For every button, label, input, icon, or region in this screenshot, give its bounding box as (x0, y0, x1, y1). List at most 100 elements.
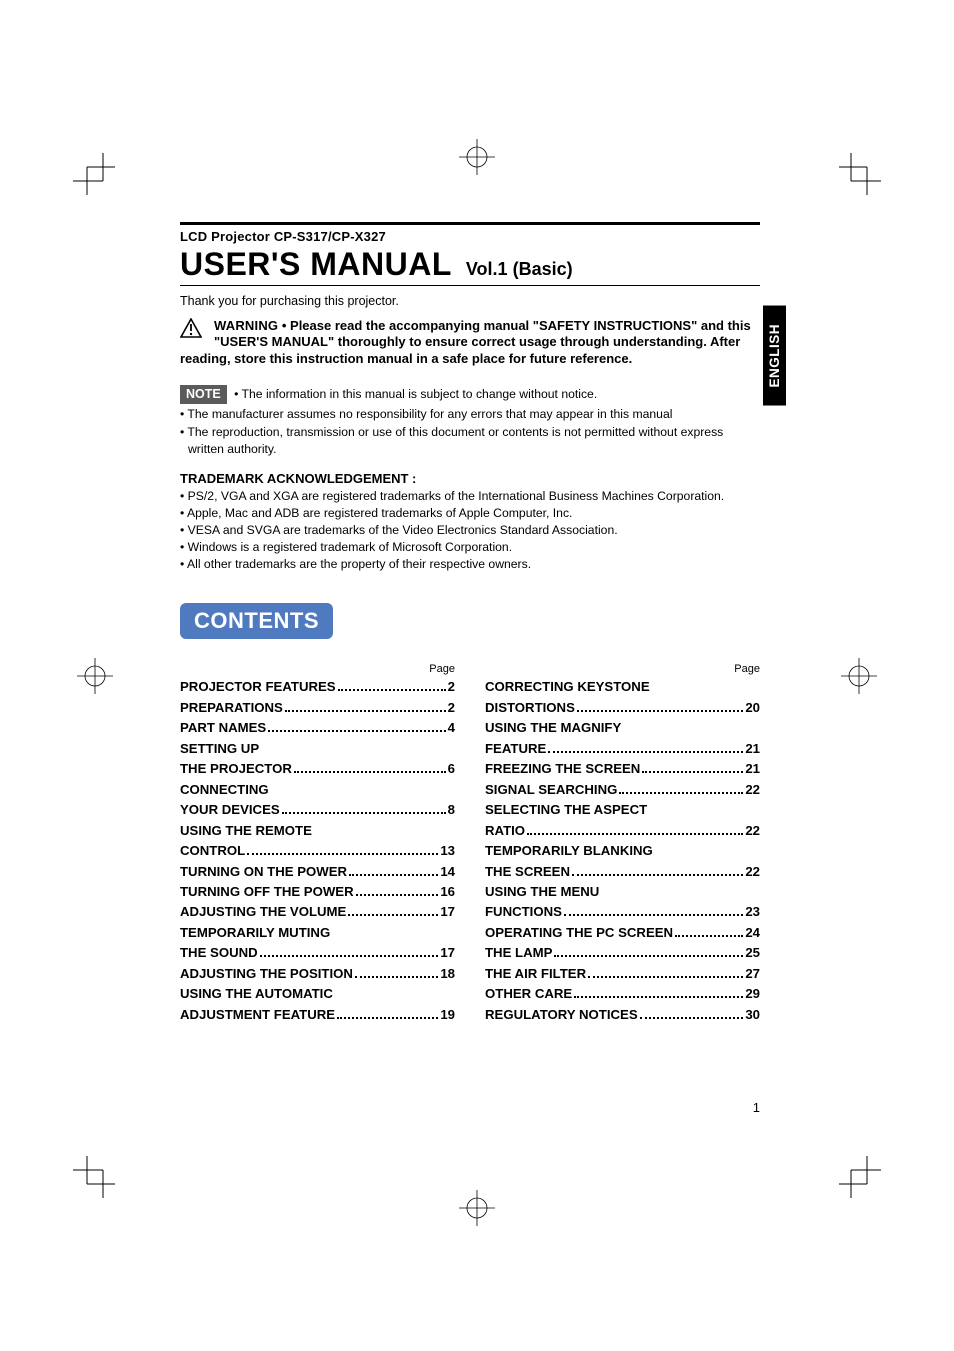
toc-label: OTHER CARE (485, 984, 572, 1004)
toc-label: DISTORTIONS (485, 698, 575, 718)
toc-label: THE LAMP (485, 943, 552, 963)
toc-leader-dots (619, 792, 743, 794)
trademark-list: • PS/2, VGA and XGA are registered trade… (180, 488, 760, 573)
toc-leader-dots (285, 710, 446, 712)
toc-page-number: 23 (745, 902, 760, 922)
toc-label: YOUR DEVICES (180, 800, 280, 820)
toc-entry: TURNING ON THE POWER14 (180, 862, 455, 882)
toc-label: ADJUSTING THE VOLUME (180, 902, 346, 922)
note-list: • The manufacturer assumes no responsibi… (180, 406, 760, 457)
toc-entry: USING THE AUTOMATIC (180, 984, 455, 1004)
toc-label: ADJUSTING THE POSITION (180, 964, 353, 984)
toc-leader-dots (294, 771, 446, 773)
toc-entry: THE AIR FILTER 27 (485, 964, 760, 984)
toc-page-number: 20 (745, 698, 760, 718)
toc-entry: THE SCREEN22 (485, 862, 760, 882)
toc-entry: CONNECTING (180, 780, 455, 800)
toc-label: FEATURE (485, 739, 546, 759)
page-content: ENGLISH LCD Projector CP-S317/CP-X327 US… (180, 222, 760, 1025)
toc-entry: USING THE REMOTE (180, 821, 455, 841)
toc-leader-dots (260, 955, 439, 957)
list-item: • VESA and SVGA are trademarks of the Vi… (180, 522, 760, 539)
toc-label: THE AIR FILTER (485, 964, 586, 984)
toc-page-label: Page (180, 663, 455, 675)
toc-entry: ADJUSTING THE POSITION18 (180, 964, 455, 984)
toc-page-number: 22 (745, 780, 760, 800)
toc-page-number: 30 (745, 1005, 760, 1025)
manual-subtitle: Vol.1 (Basic) (466, 259, 573, 280)
toc-page-label: Page (485, 663, 760, 675)
toc-page-number: 27 (745, 964, 760, 984)
toc-entry: SETTING UP (180, 739, 455, 759)
toc-label: USING THE AUTOMATIC (180, 984, 333, 1004)
toc-leader-dots (588, 976, 743, 978)
list-item: • The reproduction, transmission or use … (180, 424, 760, 457)
toc-page-number: 21 (745, 739, 760, 759)
toc-entry: THE LAMP 25 (485, 943, 760, 963)
toc-entry: USING THE MAGNIFY (485, 718, 760, 738)
toc-leader-dots (574, 996, 743, 998)
toc-leader-dots (268, 730, 445, 732)
toc-label: RATIO (485, 821, 525, 841)
toc-label: CONTROL (180, 841, 245, 861)
toc-leader-dots (355, 976, 438, 978)
toc-entry: FUNCTIONS 23 (485, 902, 760, 922)
crop-mark-bottom-left (73, 1156, 115, 1198)
crop-mark-top-right (839, 153, 881, 195)
manual-title: USER'S MANUAL (180, 246, 452, 283)
thanks-text: Thank you for purchasing this projector. (180, 294, 760, 308)
toc-entry: CONTROL 13 (180, 841, 455, 861)
toc-label: SETTING UP (180, 739, 259, 759)
toc-entry: TURNING OFF THE POWER16 (180, 882, 455, 902)
toc-label: TEMPORARILY BLANKING (485, 841, 653, 861)
toc-entry: PREPARATIONS2 (180, 698, 455, 718)
toc-label: PROJECTOR FEATURES (180, 677, 336, 697)
toc-page-number: 17 (440, 943, 455, 963)
toc-entry: THE SOUND17 (180, 943, 455, 963)
toc-label: THE PROJECTOR (180, 759, 292, 779)
list-item: • Windows is a registered trademark of M… (180, 539, 760, 556)
toc-label: PART NAMES (180, 718, 266, 738)
toc-page-number: 25 (745, 943, 760, 963)
table-of-contents: Page PROJECTOR FEATURES2PREPARATIONS2PAR… (180, 663, 760, 1025)
toc-leader-dots (348, 914, 438, 916)
registration-mark-bottom (459, 1190, 495, 1226)
toc-entry: PART NAMES 4 (180, 718, 455, 738)
note-block: NOTE • The information in this manual is… (180, 385, 760, 457)
toc-entry: SELECTING THE ASPECT (485, 800, 760, 820)
toc-leader-dots (548, 751, 743, 753)
toc-entry: FREEZING THE SCREEN21 (485, 759, 760, 779)
toc-label: CONNECTING (180, 780, 269, 800)
toc-label: ADJUSTMENT FEATURE (180, 1005, 335, 1025)
crop-mark-bottom-right (839, 1156, 881, 1198)
toc-page-number: 21 (745, 759, 760, 779)
warning-icon (180, 318, 202, 342)
toc-page-number: 4 (448, 718, 455, 738)
toc-entry: OPERATING THE PC SCREEN24 (485, 923, 760, 943)
page-number: 1 (753, 1100, 760, 1115)
toc-entry: CORRECTING KEYSTONE (485, 677, 760, 697)
toc-page-number: 17 (440, 902, 455, 922)
toc-label: USING THE REMOTE (180, 821, 312, 841)
toc-entry: TEMPORARILY BLANKING (485, 841, 760, 861)
toc-page-number: 14 (440, 862, 455, 882)
toc-label: SIGNAL SEARCHING (485, 780, 617, 800)
list-item: • The manufacturer assumes no responsibi… (180, 406, 760, 422)
toc-label: THE SCREEN (485, 862, 570, 882)
toc-entry: RATIO22 (485, 821, 760, 841)
warning-block: WARNING • Please read the accompanying m… (180, 318, 760, 367)
toc-label: CORRECTING KEYSTONE (485, 677, 650, 697)
list-item: • All other trademarks are the property … (180, 556, 760, 573)
toc-leader-dots (356, 894, 439, 896)
model-line: LCD Projector CP-S317/CP-X327 (180, 229, 760, 244)
toc-entry: ADJUSTMENT FEATURE 19 (180, 1005, 455, 1025)
registration-mark-left (77, 658, 113, 694)
list-item: • PS/2, VGA and XGA are registered trade… (180, 488, 760, 505)
toc-page-number: 13 (440, 841, 455, 861)
toc-entry: DISTORTIONS 20 (485, 698, 760, 718)
toc-leader-dots (247, 853, 438, 855)
toc-leader-dots (349, 874, 438, 876)
toc-page-number: 19 (440, 1005, 455, 1025)
toc-entry: TEMPORARILY MUTING (180, 923, 455, 943)
toc-label: FUNCTIONS (485, 902, 562, 922)
